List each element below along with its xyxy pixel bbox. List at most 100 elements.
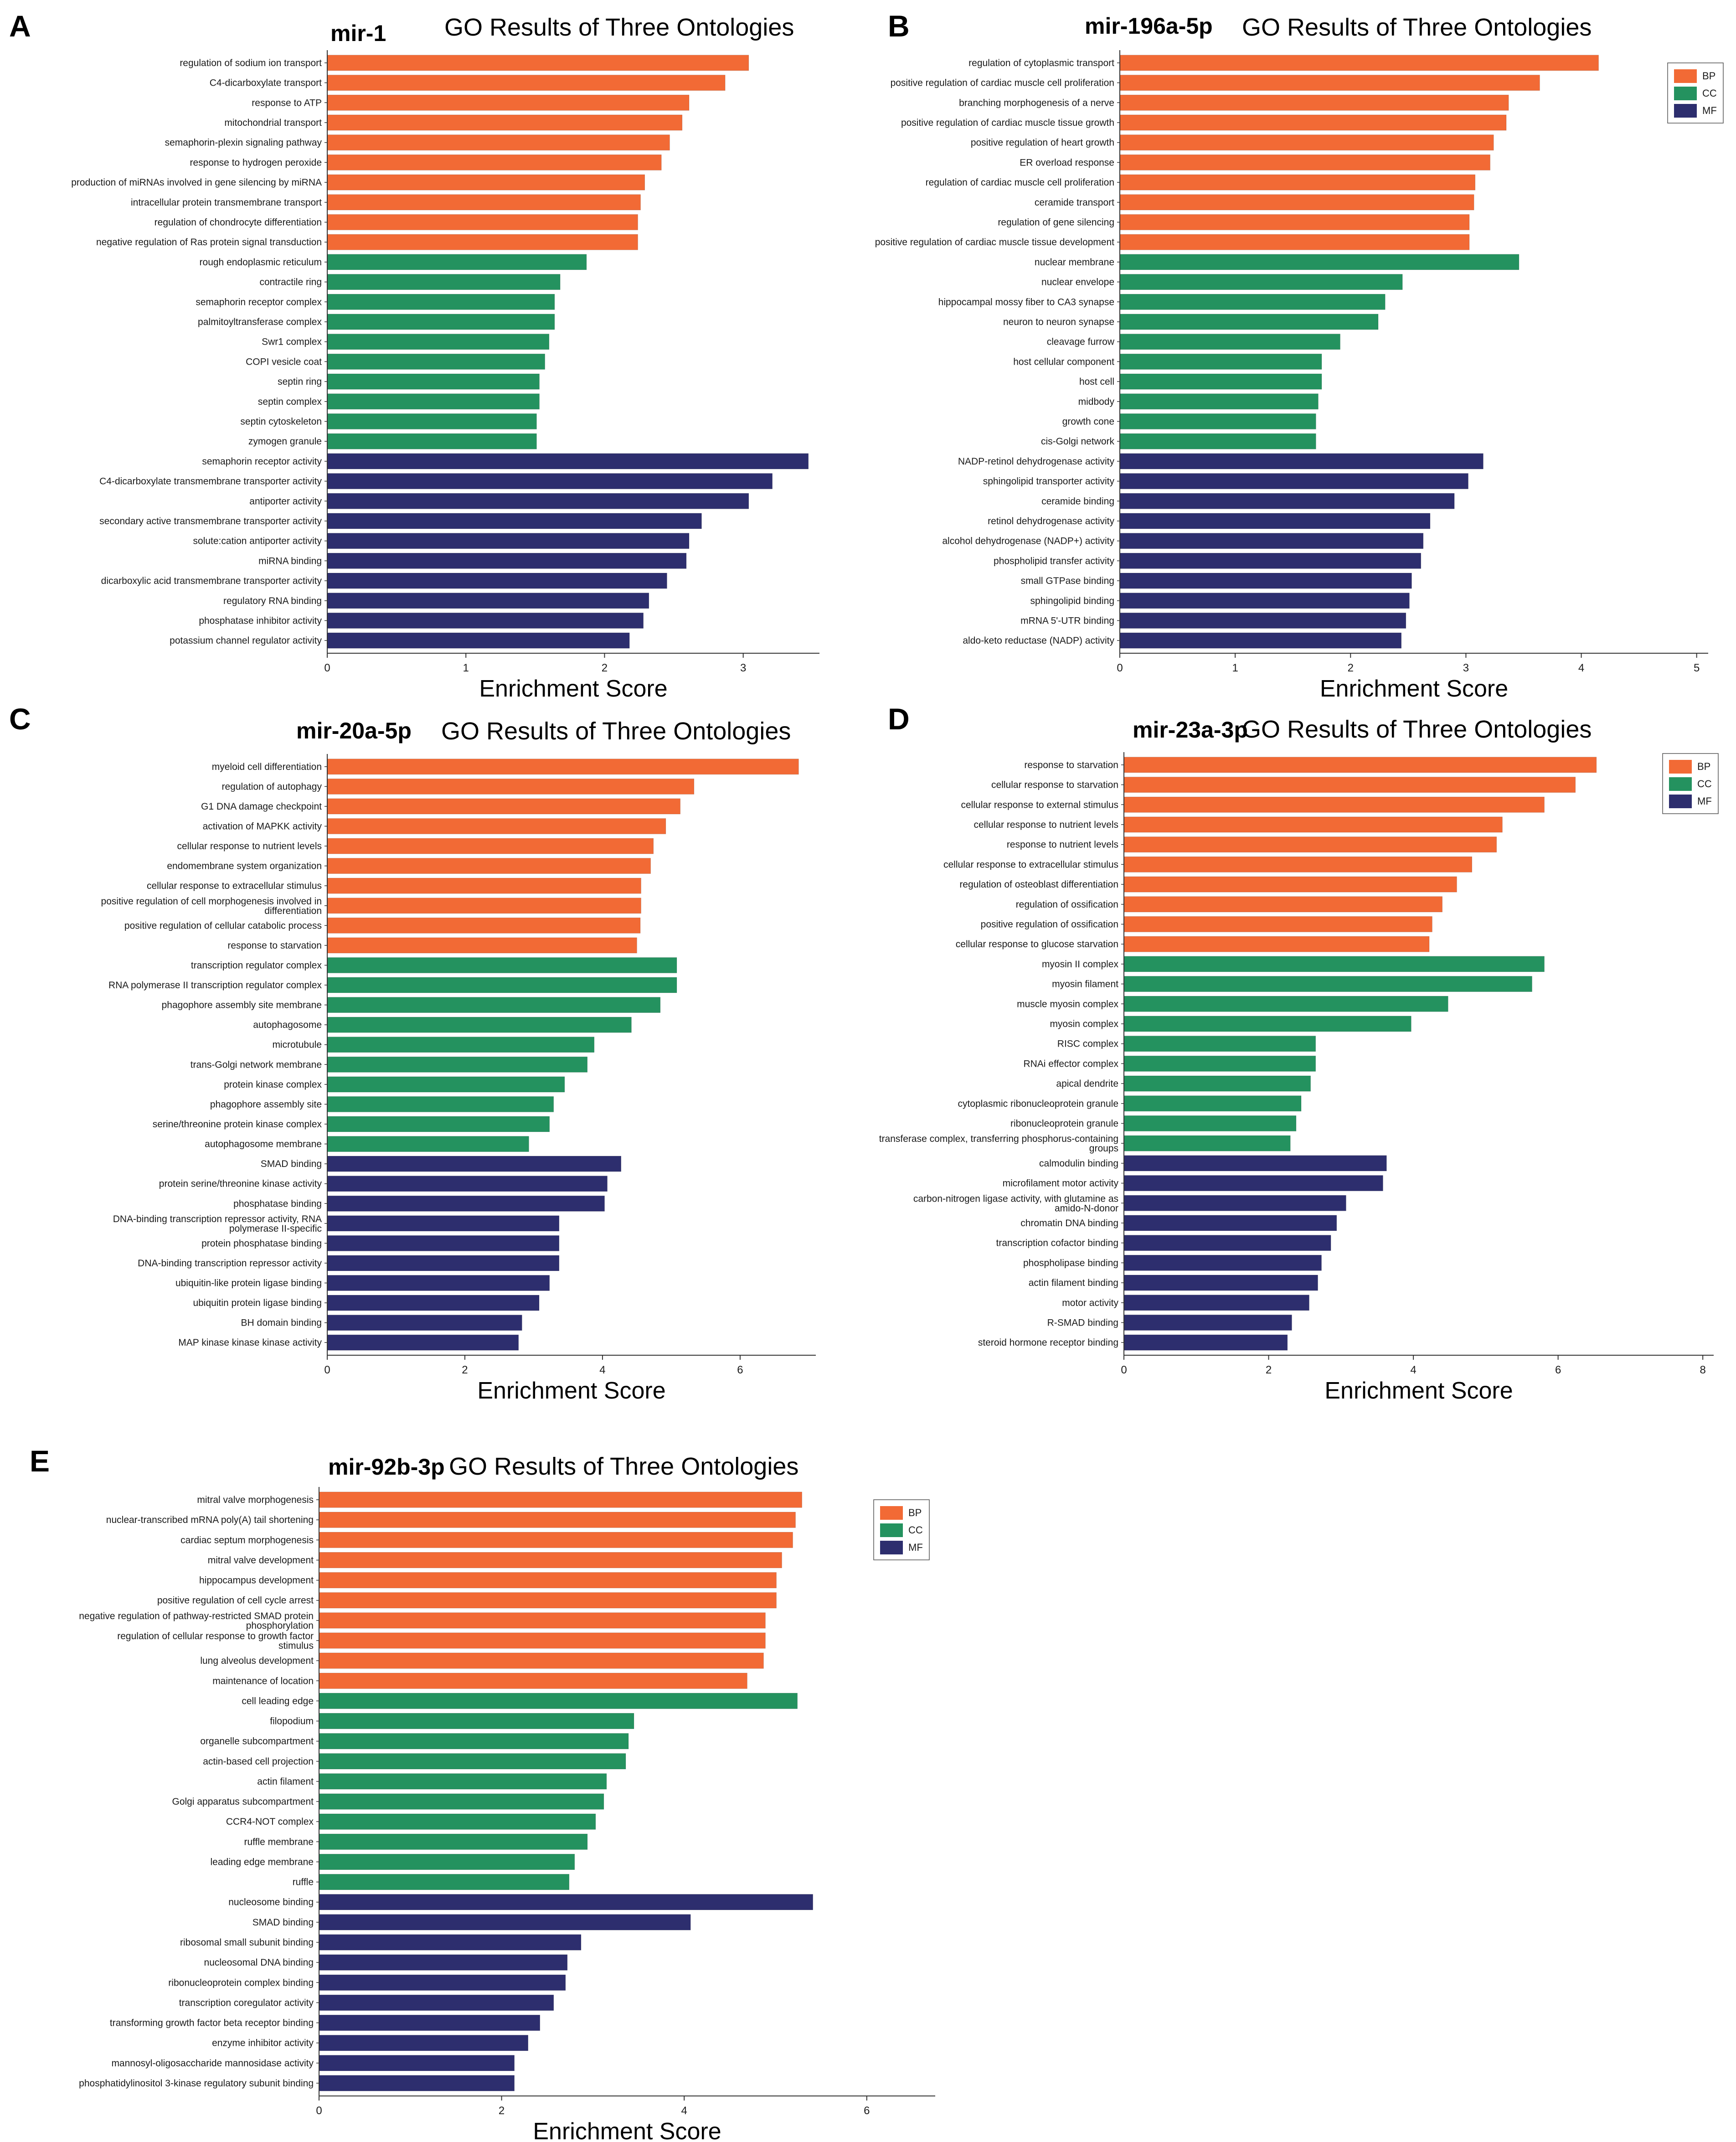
category-label: RNA polymerase II transcription regulato… xyxy=(108,980,322,991)
category-label: cellular response to extracellular stimu… xyxy=(943,859,1118,870)
x-tick-label: 8 xyxy=(1700,1364,1706,1376)
bar-bp xyxy=(1119,75,1540,91)
bar-cc xyxy=(1119,373,1322,390)
x-axis-label: Enrichment Score xyxy=(479,676,667,702)
category-label: nuclear membrane xyxy=(1035,257,1114,268)
category-label: aldo-keto reductase (NADP) activity xyxy=(963,635,1114,646)
bar-cc xyxy=(1119,274,1403,290)
category-label: positive regulation of cell cycle arrest xyxy=(157,1595,314,1606)
category-label: antiporter activity xyxy=(249,496,322,506)
mirna-label: mir-20a-5p xyxy=(296,718,412,743)
bar-cc xyxy=(319,1733,629,1750)
bar-mf xyxy=(327,1235,560,1251)
bar-mf xyxy=(1123,1295,1309,1311)
bar-mf xyxy=(327,533,690,549)
legend-swatch-bp xyxy=(1674,69,1697,83)
bar-cc xyxy=(1123,1075,1311,1092)
bar-cc xyxy=(1123,1036,1316,1052)
category-label: transforming growth factor beta receptor… xyxy=(110,2018,314,2028)
chart-title: GO Results of Three Ontologies xyxy=(444,14,794,41)
category-label: sphingolipid transporter activity xyxy=(983,476,1115,487)
bar-cc xyxy=(319,1713,634,1729)
bar-bp xyxy=(319,1632,766,1649)
category-label: secondary active transmembrane transport… xyxy=(99,516,322,526)
bar-bp xyxy=(327,898,641,914)
category-label: nuclear envelope xyxy=(1041,277,1114,288)
category-label: apical dendrite xyxy=(1056,1079,1118,1089)
chart-title: GO Results of Three Ontologies xyxy=(441,717,791,745)
bar-bp xyxy=(319,1612,766,1629)
bar-cc xyxy=(319,1854,575,1870)
category-label: branching morphogenesis of a nerve xyxy=(959,98,1114,108)
x-axis-label: Enrichment Score xyxy=(533,2118,721,2142)
bar-mf xyxy=(327,1215,560,1232)
bar-bp xyxy=(1123,936,1430,952)
category-label: activation of MAPKK activity xyxy=(203,821,322,832)
bar-cc xyxy=(327,1076,565,1093)
x-axis-label: Enrichment Score xyxy=(1320,676,1508,702)
bar-bp xyxy=(327,75,726,91)
category-label: ruffle xyxy=(293,1877,314,1888)
category-label: cellular response to nutrient levels xyxy=(177,841,322,852)
bar-cc xyxy=(327,1017,632,1033)
category-label: steroid hormone receptor binding xyxy=(978,1337,1118,1348)
bar-mf xyxy=(327,1315,522,1331)
bar-mf xyxy=(327,613,644,629)
category-label: autophagosome membrane xyxy=(205,1139,322,1150)
category-label: regulation of chondrocyte differentiatio… xyxy=(155,217,322,228)
bar-mf xyxy=(327,493,749,509)
chart-title: GO Results of Three Ontologies xyxy=(1242,14,1592,41)
bar-cc xyxy=(327,413,537,429)
bar-mf xyxy=(319,1954,568,1971)
category-label: semaphorin receptor activity xyxy=(202,456,322,467)
bar-bp xyxy=(1123,796,1545,813)
category-label: response to hydrogen peroxide xyxy=(190,157,322,168)
bar-bp xyxy=(327,194,641,211)
category-label: rough endoplasmic reticulum xyxy=(200,257,322,268)
bar-mf xyxy=(327,553,687,569)
category-label: cell leading edge xyxy=(242,1696,314,1706)
bar-bp xyxy=(1123,836,1497,852)
bar-mf xyxy=(319,1914,691,1930)
category-label: cellular response to starvation xyxy=(991,780,1118,790)
category-label: phagophore assembly site xyxy=(210,1099,322,1110)
bar-bp xyxy=(1123,896,1442,913)
panel-letter: C xyxy=(9,702,31,736)
category-label: cleavage furrow xyxy=(1047,337,1115,347)
bar-bp xyxy=(319,1492,802,1508)
category-label: organelle subcompartment xyxy=(200,1736,314,1747)
bar-mf xyxy=(327,1275,550,1291)
category-label: motor activity xyxy=(1062,1298,1118,1308)
category-label: miRNA binding xyxy=(258,556,322,566)
category-label: myosin filament xyxy=(1052,979,1118,990)
category-label: mitral valve morphogenesis xyxy=(197,1495,314,1505)
legend-swatch-cc xyxy=(1669,777,1692,791)
category-label: cellular response to external stimulus xyxy=(961,800,1119,810)
x-tick-label: 0 xyxy=(1121,1364,1127,1376)
bar-mf xyxy=(1123,1175,1383,1191)
legend-label-cc: CC xyxy=(1697,778,1712,790)
bar-mf xyxy=(327,1196,605,1212)
category-label: microfilament motor activity xyxy=(1003,1178,1119,1189)
bar-mf xyxy=(327,593,649,609)
category-label: response to nutrient levels xyxy=(1007,840,1118,850)
category-label: negative regulation of Ras protein signa… xyxy=(96,237,322,248)
category-label: CCR4-NOT complex xyxy=(226,1817,314,1827)
bar-mf xyxy=(1123,1235,1331,1251)
bar-bp xyxy=(327,838,654,854)
bar-cc xyxy=(327,977,677,993)
category-label: transcription coregulator activity xyxy=(179,1997,314,2008)
bar-cc xyxy=(327,373,540,390)
x-axis-label: Enrichment Score xyxy=(1324,1378,1513,1404)
bar-cc xyxy=(319,1874,570,1890)
category-label: G1 DNA damage checkpoint xyxy=(201,801,322,812)
bar-mf xyxy=(319,2014,541,2031)
bar-bp xyxy=(1119,234,1470,250)
bar-mf xyxy=(1119,533,1424,549)
bar-cc xyxy=(327,353,545,370)
category-label: maintenance of location xyxy=(212,1676,314,1686)
category-label: lung alveolus development xyxy=(200,1656,314,1666)
bar-bp xyxy=(1123,876,1457,893)
